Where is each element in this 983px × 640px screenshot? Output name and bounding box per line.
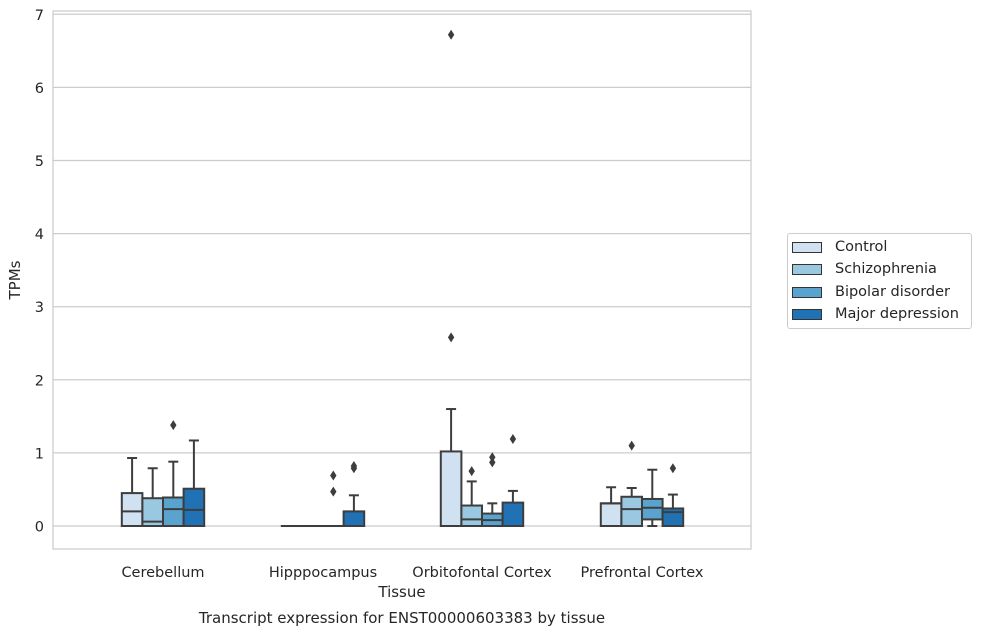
legend-swatch-control [792, 242, 822, 253]
y-tick-label-6: 6 [35, 81, 44, 97]
y-tick-label-3: 3 [35, 300, 44, 316]
legend: Control Schizophrenia Bipolar disorder M… [787, 233, 972, 329]
legend-label-bipolar-disorder: Bipolar disorder [835, 284, 950, 300]
box-body [441, 451, 462, 526]
box-body [122, 493, 143, 526]
x-tick-label-orbitofontal-cortex: Orbitofontal Cortex [412, 565, 552, 581]
legend-label-schizophrenia: Schizophrenia [835, 261, 937, 277]
legend-swatch-schizophrenia [792, 264, 822, 275]
legend-label-control: Control [835, 239, 887, 255]
y-tick-label-1: 1 [35, 446, 44, 462]
box-body [184, 489, 205, 526]
box-body [601, 503, 622, 526]
legend-item-bipolar-disorder: Bipolar disorder [792, 282, 950, 302]
x-axis-label: Tissue [377, 583, 425, 601]
x-tick-labels: Cerebellum Hipppocampus Orbitofontal Corte… [121, 565, 703, 581]
box-body [163, 497, 184, 526]
y-axis-label: TPMs [6, 260, 24, 300]
box-body [621, 497, 642, 526]
legend-swatch-bipolar-disorder [792, 287, 822, 298]
box-body [344, 511, 365, 526]
box-body [642, 499, 663, 519]
x-tick-label-cerebellum: Cerebellum [121, 565, 204, 581]
x-tick-label-hipppocampus: Hipppocampus [269, 565, 377, 581]
y-tick-label-0: 0 [35, 520, 44, 536]
box-body [663, 508, 684, 526]
legend-label-major-depression: Major depression [835, 306, 959, 322]
y-tick-label-2: 2 [35, 373, 44, 389]
y-tick-label-7: 7 [35, 8, 44, 24]
legend-item-schizophrenia: Schizophrenia [792, 259, 937, 279]
box-body [503, 503, 524, 526]
y-tick-label-4: 4 [35, 227, 44, 243]
chart-title: Transcript expression for ENST0000060338… [198, 609, 605, 627]
y-tick-label-5: 5 [35, 154, 44, 170]
y-tick-labels: 0 1 2 3 4 5 6 7 [35, 8, 44, 536]
x-tick-label-prefrontal-cortex: Prefrontal Cortex [581, 565, 704, 581]
legend-item-control: Control [792, 237, 887, 257]
legend-item-major-depression: Major depression [792, 304, 959, 324]
legend-swatch-major-depression [792, 309, 822, 320]
box-body [461, 506, 482, 526]
